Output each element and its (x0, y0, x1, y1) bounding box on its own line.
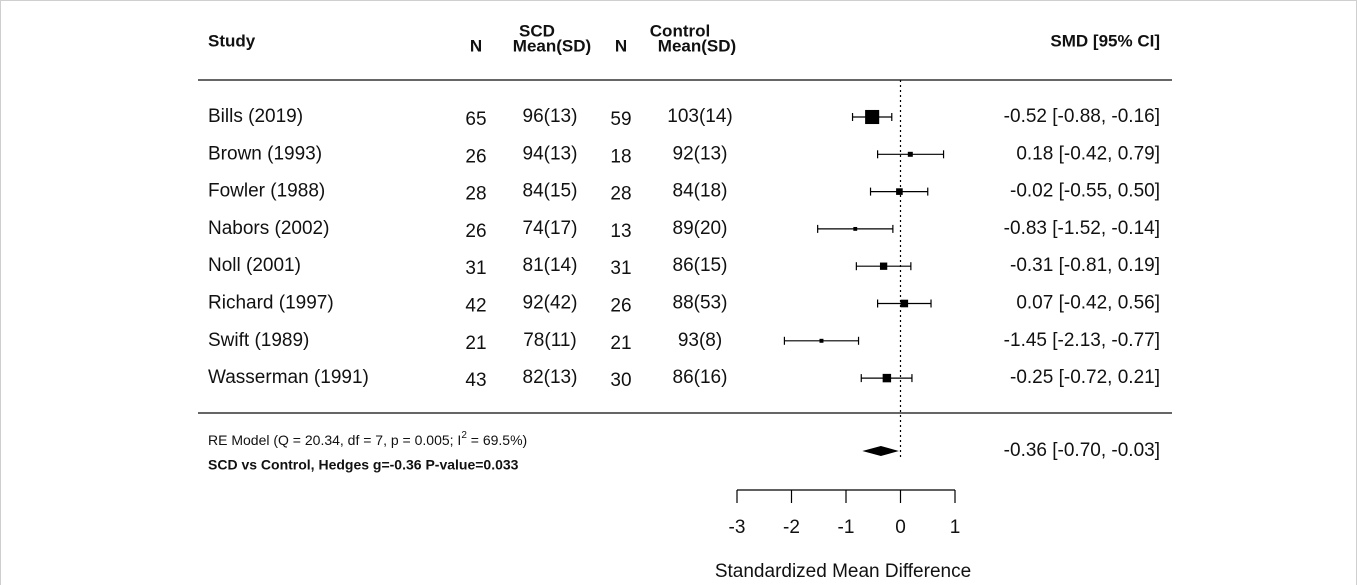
study-name: Bills (2019) (208, 106, 303, 127)
effect-label: 0.18 [-0.42, 0.79] (1016, 143, 1160, 164)
control-n: 28 (610, 184, 631, 205)
x-tick-label: -3 (729, 517, 746, 538)
effect-square (882, 373, 892, 383)
scd-n: 42 (465, 296, 486, 317)
scd-n: 21 (465, 333, 486, 354)
effect-label: -1.45 [-2.13, -0.77] (1004, 330, 1160, 351)
effect-label: -0.83 [-1.52, -0.14] (1004, 218, 1160, 239)
scd-n: 43 (465, 370, 486, 391)
control-mean-sd: 88(53) (673, 293, 728, 314)
study-name: Nabors (2002) (208, 218, 329, 239)
header-n: N (470, 36, 482, 55)
summary-diamond (862, 446, 899, 456)
x-tick-label: -2 (783, 517, 800, 538)
scd-n: 26 (465, 146, 486, 167)
header-n: N (615, 36, 627, 55)
header-mean: Mean(SD) (658, 36, 736, 55)
control-mean-sd: 84(18) (673, 181, 728, 202)
control-mean-sd: 93(8) (678, 330, 722, 351)
scd-n: 65 (465, 109, 486, 130)
control-mean-sd: 89(20) (673, 218, 728, 239)
effect-square (900, 299, 909, 308)
scd-n: 26 (465, 221, 486, 242)
control-mean-sd: 86(15) (673, 255, 728, 276)
effect-square (879, 262, 888, 270)
study-name: Wasserman (1991) (208, 367, 369, 388)
scd-mean-sd: 74(17) (523, 218, 578, 239)
effect-square (819, 338, 824, 343)
model-text: RE Model (Q = 20.34, df = 7, p = 0.005; … (208, 430, 527, 448)
summary-note: SCD vs Control, Hedges g=-0.36 P-value=0… (208, 457, 519, 473)
study-name: Noll (2001) (208, 255, 301, 276)
model-sup: 2 (461, 430, 467, 441)
scd-mean-sd: 78(11) (523, 330, 577, 351)
study-name: Richard (1997) (208, 293, 334, 314)
study-name: Fowler (1988) (208, 181, 325, 202)
control-n: 59 (610, 109, 631, 130)
model-text-part: = 69.5%) (467, 432, 527, 448)
scd-n: 28 (465, 184, 486, 205)
scd-mean-sd: 82(13) (523, 367, 578, 388)
effect-square (896, 188, 903, 195)
model-text-part: RE Model (Q = 20.34, df = 7, p = 0.005; … (208, 432, 461, 448)
header-study: Study (208, 31, 256, 50)
effect-square (853, 226, 858, 231)
effect-label: -0.25 [-0.72, 0.21] (1010, 367, 1160, 388)
control-n: 30 (610, 370, 631, 391)
study-name: Brown (1993) (208, 143, 322, 164)
effect-label: -0.02 [-0.55, 0.50] (1010, 181, 1160, 202)
control-mean-sd: 92(13) (673, 143, 728, 164)
x-tick-label: 0 (895, 517, 906, 538)
scd-n: 31 (465, 258, 486, 279)
effect-label: -0.31 [-0.81, 0.19] (1010, 255, 1160, 276)
x-axis-title: Standardized Mean Difference (715, 561, 971, 582)
summary-label: -0.36 [-0.70, -0.03] (1004, 440, 1160, 461)
control-mean-sd: 86(16) (673, 367, 728, 388)
study-name: Swift (1989) (208, 330, 309, 351)
control-n: 13 (610, 221, 631, 242)
scd-mean-sd: 81(14) (523, 255, 578, 276)
effect-label: 0.07 [-0.42, 0.56] (1016, 293, 1160, 314)
header-effect: SMD [95% CI] (1050, 31, 1160, 50)
header-mean: Mean(SD) (513, 36, 591, 55)
effect-label: -0.52 [-0.88, -0.16] (1004, 106, 1160, 127)
scd-mean-sd: 92(42) (523, 293, 578, 314)
control-n: 18 (610, 146, 631, 167)
effect-square (907, 151, 913, 157)
scd-mean-sd: 94(13) (523, 143, 578, 164)
scd-mean-sd: 84(15) (523, 181, 578, 202)
x-tick-label: -1 (838, 517, 855, 538)
header-scd: SCD (519, 21, 555, 40)
control-n: 31 (610, 258, 631, 279)
effect-square (865, 109, 880, 125)
control-n: 21 (610, 333, 631, 354)
control-n: 26 (610, 296, 631, 317)
control-mean-sd: 103(14) (667, 106, 733, 127)
header-control: Control (650, 21, 710, 40)
scd-mean-sd: 96(13) (523, 106, 578, 127)
x-tick-label: 1 (950, 517, 961, 538)
